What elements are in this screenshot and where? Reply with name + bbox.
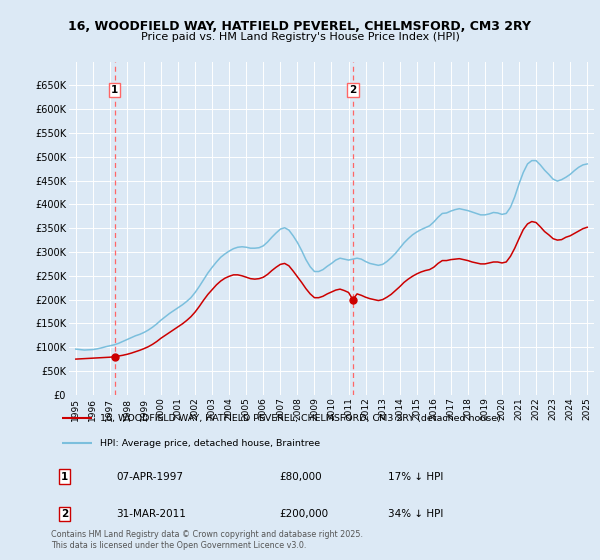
Text: 17% ↓ HPI: 17% ↓ HPI [388,472,443,482]
Text: HPI: Average price, detached house, Braintree: HPI: Average price, detached house, Brai… [100,438,320,447]
Text: £200,000: £200,000 [279,509,328,519]
Text: £80,000: £80,000 [279,472,322,482]
Text: 34% ↓ HPI: 34% ↓ HPI [388,509,443,519]
Text: Contains HM Land Registry data © Crown copyright and database right 2025.
This d: Contains HM Land Registry data © Crown c… [51,530,363,550]
Text: 1: 1 [61,472,68,482]
Text: 16, WOODFIELD WAY, HATFIELD PEVEREL, CHELMSFORD, CM3 2RY: 16, WOODFIELD WAY, HATFIELD PEVEREL, CHE… [68,20,532,32]
Text: 16, WOODFIELD WAY, HATFIELD PEVEREL, CHELMSFORD, CM3 2RY (detached house): 16, WOODFIELD WAY, HATFIELD PEVEREL, CHE… [100,414,501,423]
Text: Price paid vs. HM Land Registry's House Price Index (HPI): Price paid vs. HM Land Registry's House … [140,32,460,43]
Text: 2: 2 [349,85,356,95]
Text: 2: 2 [61,509,68,519]
Text: 31-MAR-2011: 31-MAR-2011 [116,509,186,519]
Text: 1: 1 [111,85,118,95]
Text: 07-APR-1997: 07-APR-1997 [116,472,183,482]
